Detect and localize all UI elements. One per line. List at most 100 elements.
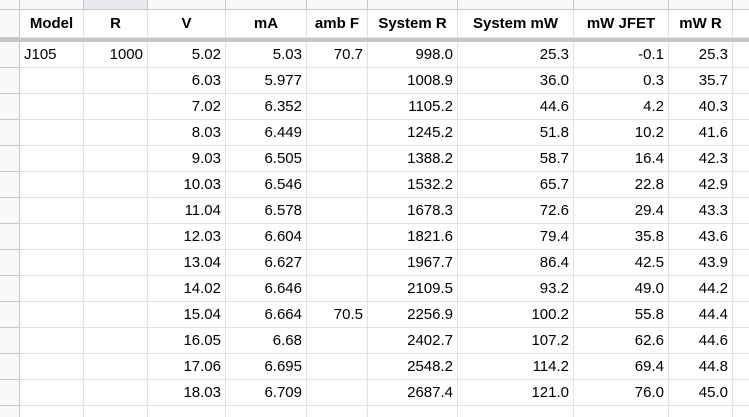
cell[interactable]: 2256.9 (368, 302, 458, 328)
row-header[interactable] (0, 406, 20, 417)
cell[interactable] (733, 302, 749, 328)
header-cell[interactable]: System mW (458, 10, 574, 38)
cell[interactable]: 40.3 (669, 94, 733, 120)
cell[interactable] (733, 380, 749, 406)
cell[interactable]: 1967.7 (368, 250, 458, 276)
cell[interactable]: 35.8 (574, 224, 669, 250)
cell[interactable]: 121.0 (458, 380, 574, 406)
cell[interactable]: 72.6 (458, 198, 574, 224)
cell[interactable]: 51.8 (458, 120, 574, 146)
row-header[interactable] (0, 120, 20, 146)
cell[interactable]: 6.709 (226, 380, 307, 406)
cell[interactable] (20, 302, 84, 328)
cell[interactable] (84, 328, 148, 354)
cell[interactable]: 6.505 (226, 146, 307, 172)
cell[interactable]: 29.4 (574, 198, 669, 224)
cell[interactable]: 18.03 (148, 380, 226, 406)
cell[interactable]: 2402.7 (368, 328, 458, 354)
header-cell[interactable]: System R (368, 10, 458, 38)
cell[interactable]: 11.04 (148, 198, 226, 224)
cell[interactable] (84, 302, 148, 328)
cell[interactable]: 58.7 (458, 146, 574, 172)
cell[interactable]: 14.02 (148, 276, 226, 302)
cell[interactable]: 1008.9 (368, 68, 458, 94)
cell[interactable] (20, 380, 84, 406)
column-header[interactable] (368, 0, 458, 10)
cell[interactable]: 6.352 (226, 94, 307, 120)
column-header[interactable] (307, 0, 368, 10)
cell[interactable]: J105 (20, 42, 84, 68)
cell[interactable] (20, 172, 84, 198)
cell[interactable]: 8.03 (148, 120, 226, 146)
cell[interactable]: 42.9 (669, 172, 733, 198)
cell[interactable]: 10.2 (574, 120, 669, 146)
cell[interactable]: 10.03 (148, 172, 226, 198)
cell[interactable]: 42.5 (574, 250, 669, 276)
cell[interactable]: 44.8 (669, 354, 733, 380)
cell[interactable]: 35.7 (669, 68, 733, 94)
cell[interactable] (20, 120, 84, 146)
cell[interactable]: 6.627 (226, 250, 307, 276)
cell[interactable] (20, 198, 84, 224)
cell[interactable]: 17.06 (148, 354, 226, 380)
cell[interactable] (84, 94, 148, 120)
row-header[interactable] (0, 354, 20, 380)
cell[interactable]: 6.695 (226, 354, 307, 380)
row-header[interactable] (0, 42, 20, 68)
cell[interactable] (84, 68, 148, 94)
cell[interactable] (84, 380, 148, 406)
cell[interactable] (20, 406, 84, 417)
cell[interactable] (84, 198, 148, 224)
cell[interactable] (307, 328, 368, 354)
cell[interactable]: 6.664 (226, 302, 307, 328)
cell[interactable]: 43.9 (669, 250, 733, 276)
row-header[interactable] (0, 68, 20, 94)
cell[interactable] (307, 250, 368, 276)
cell[interactable]: 6.646 (226, 276, 307, 302)
cell[interactable]: 2687.4 (368, 380, 458, 406)
cell[interactable] (733, 94, 749, 120)
cell[interactable]: 76.0 (574, 380, 669, 406)
header-cell[interactable]: mW JFET (574, 10, 669, 38)
cell[interactable] (307, 276, 368, 302)
cell[interactable]: 62.6 (574, 328, 669, 354)
column-header[interactable] (574, 0, 669, 10)
cell[interactable]: 44.4 (669, 302, 733, 328)
header-cell[interactable]: ne (733, 10, 749, 38)
row-header[interactable] (0, 302, 20, 328)
row-header[interactable] (0, 94, 20, 120)
cell[interactable]: 22.8 (574, 172, 669, 198)
cell[interactable] (307, 172, 368, 198)
cell[interactable]: 1105.2 (368, 94, 458, 120)
cell[interactable]: 2548.2 (368, 354, 458, 380)
cell[interactable]: 16.05 (148, 328, 226, 354)
cell[interactable]: 25.3 (669, 42, 733, 68)
row-header[interactable] (0, 10, 20, 38)
cell[interactable]: 43.3 (669, 198, 733, 224)
cell[interactable] (307, 68, 368, 94)
cell[interactable] (307, 380, 368, 406)
cell[interactable]: 36.0 (458, 68, 574, 94)
column-header[interactable] (733, 0, 749, 10)
cell[interactable]: 6.578 (226, 198, 307, 224)
header-cell[interactable]: V (148, 10, 226, 38)
cell[interactable] (307, 94, 368, 120)
column-header[interactable] (148, 0, 226, 10)
cell[interactable] (20, 276, 84, 302)
cell[interactable] (20, 250, 84, 276)
cell[interactable]: 25.3 (458, 42, 574, 68)
header-cell[interactable]: mA (226, 10, 307, 38)
column-header[interactable] (669, 0, 733, 10)
cell[interactable] (84, 250, 148, 276)
column-header[interactable] (226, 0, 307, 10)
cell[interactable]: 1245.2 (368, 120, 458, 146)
cell[interactable]: 55.8 (574, 302, 669, 328)
cell[interactable]: 44.6 (669, 328, 733, 354)
cell[interactable] (733, 146, 749, 172)
cell[interactable]: 5.02 (148, 42, 226, 68)
cell[interactable] (20, 328, 84, 354)
cell[interactable]: 9.03 (148, 146, 226, 172)
cell[interactable] (20, 94, 84, 120)
cell[interactable]: 86.4 (458, 250, 574, 276)
cell[interactable] (84, 172, 148, 198)
